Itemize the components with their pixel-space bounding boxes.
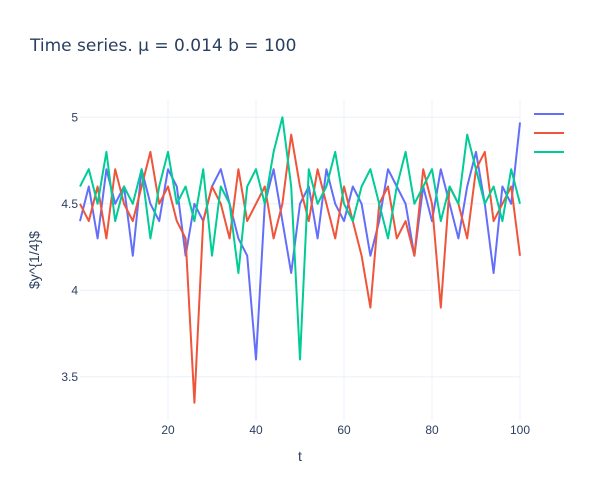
x-tick-label: 60 (337, 423, 351, 437)
series-line-3 (79, 116, 521, 361)
x-tick-label: 80 (425, 423, 439, 437)
y-tick-label: 5 (71, 110, 78, 124)
legend[interactable] (534, 113, 564, 153)
x-tick-label: 20 (161, 423, 175, 437)
chart-title: Time series. μ = 0.014 b = 100 (29, 36, 296, 56)
gridlines (80, 100, 521, 420)
y-axis: 3.5 4 4.5 5 (61, 110, 78, 383)
x-axis-title: t (298, 448, 302, 464)
series-line-2 (79, 133, 521, 404)
x-tick-label: 100 (510, 423, 530, 437)
y-tick-label: 3.5 (61, 370, 78, 384)
plot-area (79, 116, 521, 404)
x-axis: 20 40 60 80 100 (161, 423, 530, 437)
y-axis-title: $y^{1/4}$ (26, 231, 42, 289)
y-tick-label: 4 (71, 283, 78, 297)
x-tick-label: 40 (249, 423, 263, 437)
y-tick-label: 4.5 (61, 197, 78, 211)
series-line-1 (79, 122, 521, 361)
